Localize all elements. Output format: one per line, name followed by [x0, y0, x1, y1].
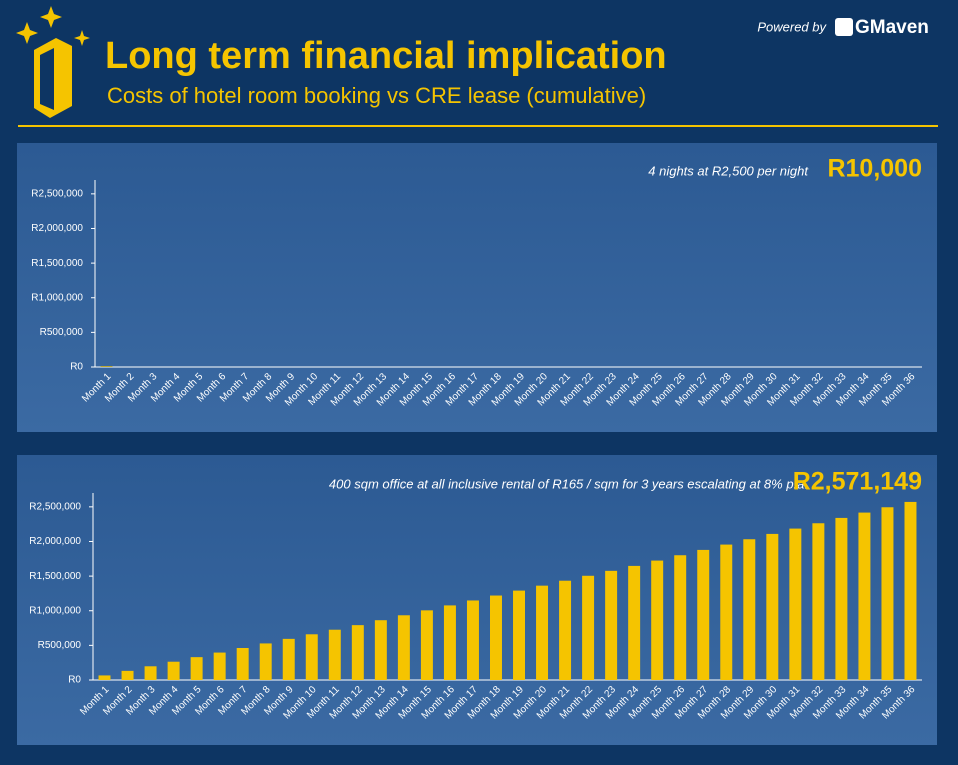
y-tick-label: R0	[68, 675, 81, 686]
y-tick-label: R2,500,000	[29, 501, 81, 512]
bar	[766, 533, 779, 680]
bar	[121, 670, 134, 680]
bar	[190, 657, 203, 680]
y-tick-label: R2,000,000	[31, 223, 83, 234]
bar	[351, 625, 364, 680]
bar	[582, 575, 595, 680]
bar	[213, 652, 226, 680]
y-tick-label: R1,000,000	[29, 605, 81, 616]
bar	[743, 539, 756, 680]
bar	[835, 517, 848, 680]
bar	[674, 555, 687, 680]
bar	[489, 595, 502, 680]
y-tick-label: R500,000	[38, 640, 82, 651]
panel-city	[17, 455, 937, 745]
bar	[144, 666, 157, 680]
bar	[904, 501, 917, 680]
bar	[282, 638, 295, 680]
total-label: R2,571,149	[793, 468, 922, 496]
bar	[651, 560, 664, 680]
bar	[236, 648, 249, 680]
panel-beach	[17, 143, 937, 432]
bar	[374, 620, 387, 680]
y-tick-label: R2,000,000	[29, 536, 81, 547]
bar	[466, 600, 479, 680]
y-tick-label: R2,500,000	[31, 188, 83, 199]
bar	[259, 643, 272, 680]
bar	[98, 675, 111, 680]
bar	[812, 523, 825, 680]
brand: GMaven	[855, 17, 929, 38]
y-tick-label: R1,000,000	[31, 292, 83, 303]
bar	[420, 610, 433, 680]
bar	[328, 629, 341, 680]
bar	[559, 580, 572, 680]
y-tick-label: R500,000	[40, 327, 84, 338]
logo-icon	[16, 6, 90, 118]
bar	[605, 570, 618, 680]
bar	[720, 544, 733, 680]
bar	[397, 615, 410, 680]
bar	[305, 634, 318, 680]
bar	[513, 590, 526, 680]
annotation: 4 nights at R2,500 per night	[648, 163, 809, 178]
bar	[789, 528, 802, 680]
brand-icon	[835, 18, 853, 36]
bar	[536, 585, 549, 680]
bar	[881, 507, 894, 680]
bar	[443, 605, 456, 680]
annotation: 400 sqm office at all inclusive rental o…	[329, 476, 808, 491]
y-tick-label: R1,500,000	[31, 258, 83, 269]
y-tick-label: R0	[70, 362, 83, 373]
bar	[697, 549, 710, 680]
y-tick-label: R1,500,000	[29, 571, 81, 582]
bar	[100, 366, 113, 367]
bar	[628, 565, 641, 680]
title: Long term financial implication	[105, 35, 667, 77]
bar	[167, 661, 180, 680]
bar	[858, 512, 871, 680]
total-label: R10,000	[827, 155, 922, 183]
powered-by: Powered by	[757, 19, 827, 34]
subtitle: Costs of hotel room booking vs CRE lease…	[107, 83, 646, 108]
